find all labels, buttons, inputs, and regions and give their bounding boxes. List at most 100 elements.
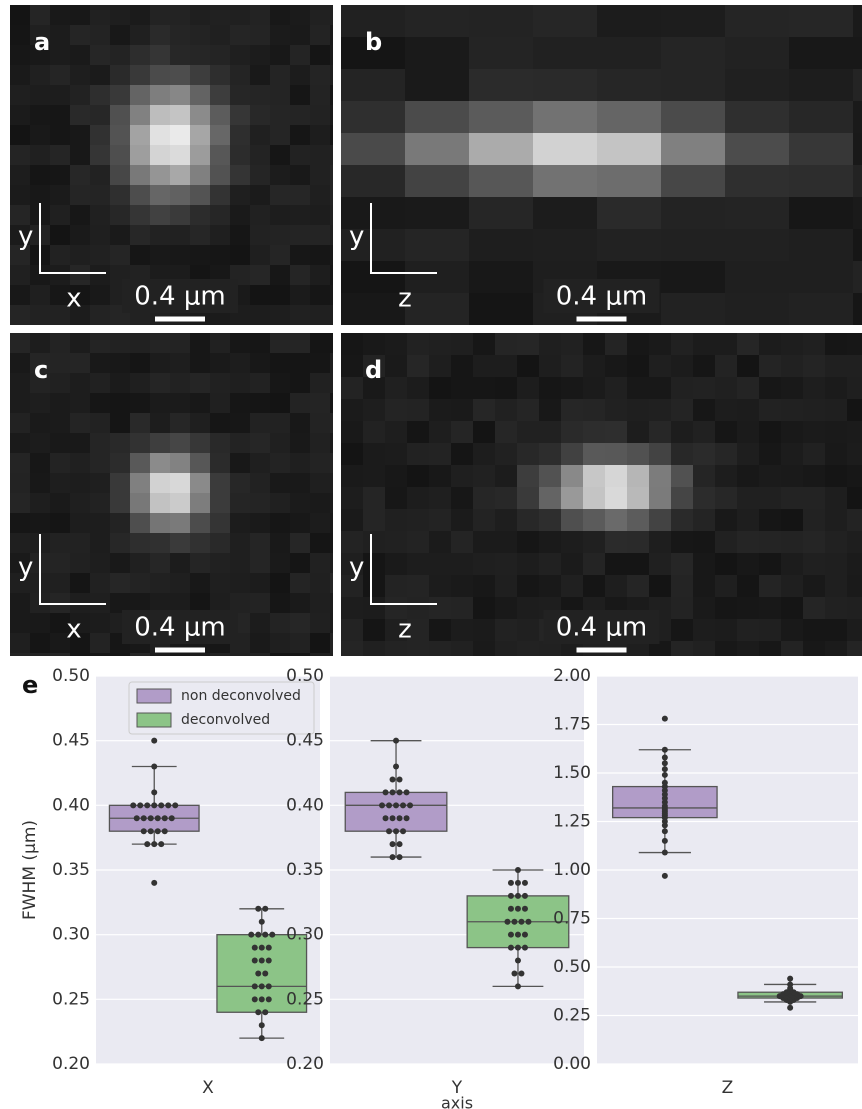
image-pixel xyxy=(70,65,90,85)
image-pixel xyxy=(853,165,862,197)
y-tick-label: 0.35 xyxy=(286,860,324,880)
image-pixel xyxy=(495,399,517,421)
image-pixel xyxy=(737,509,759,531)
image-pixel xyxy=(90,265,110,285)
image-pixel xyxy=(473,421,495,443)
image-pixel xyxy=(330,573,333,593)
image-pixel xyxy=(429,597,451,619)
y-tick-label: 0.20 xyxy=(52,1054,90,1074)
image-pixel xyxy=(737,421,759,443)
image-pixel xyxy=(671,465,693,487)
image-pixel xyxy=(517,443,539,465)
image-pixel xyxy=(110,473,130,493)
image-pixel xyxy=(473,531,495,553)
image-pixel xyxy=(789,293,853,325)
image-pixel xyxy=(10,5,30,25)
image-pixel xyxy=(210,573,230,593)
data-point xyxy=(258,944,265,951)
image-pixel xyxy=(30,333,50,353)
panel-label: a xyxy=(34,28,50,56)
image-pixel xyxy=(270,285,290,305)
image-pixel xyxy=(30,125,50,145)
image-pixel xyxy=(170,653,190,656)
image-pixel xyxy=(405,165,469,197)
image-pixel xyxy=(70,493,90,513)
image-pixel xyxy=(250,653,270,656)
image-pixel xyxy=(290,333,310,353)
image-pixel xyxy=(210,653,230,656)
image-pixel xyxy=(90,653,110,656)
image-pixel xyxy=(70,305,90,325)
axis-indicator xyxy=(370,534,437,605)
image-pixel xyxy=(429,355,451,377)
image-pixel xyxy=(627,333,649,355)
data-point xyxy=(258,1035,265,1042)
image-pixel xyxy=(671,531,693,553)
data-point xyxy=(386,828,393,835)
image-pixel xyxy=(210,413,230,433)
image-pixel xyxy=(363,531,385,553)
image-pixel xyxy=(330,305,333,325)
data-point xyxy=(396,815,403,822)
image-pixel xyxy=(190,413,210,433)
image-pixel xyxy=(170,493,190,513)
image-pixel xyxy=(737,443,759,465)
data-point xyxy=(255,1009,262,1016)
image-pixel xyxy=(737,399,759,421)
image-pixel xyxy=(407,355,429,377)
image-pixel xyxy=(190,593,210,613)
image-pixel xyxy=(781,465,803,487)
data-point xyxy=(251,983,258,990)
image-pixel xyxy=(539,355,561,377)
image-pixel xyxy=(789,5,853,37)
image-pixel xyxy=(70,205,90,225)
image-pixel xyxy=(270,653,290,656)
box xyxy=(344,791,448,832)
image-pixel xyxy=(110,225,130,245)
image-pixel xyxy=(781,399,803,421)
data-point xyxy=(151,841,158,848)
image-pixel xyxy=(30,413,50,433)
image-pixel xyxy=(627,487,649,509)
image-pixel xyxy=(150,593,170,613)
image-pixel xyxy=(290,553,310,573)
image-pixel xyxy=(310,165,330,185)
data-point xyxy=(407,802,414,809)
image-pixel xyxy=(781,509,803,531)
image-pixel xyxy=(407,487,429,509)
axis-indicator xyxy=(39,203,106,274)
image-pixel xyxy=(847,487,862,509)
image-pixel xyxy=(230,473,250,493)
image-pixel xyxy=(110,413,130,433)
image-pixel xyxy=(789,101,853,133)
image-pixel xyxy=(330,285,333,305)
image-pixel xyxy=(649,421,671,443)
image-pixel xyxy=(250,393,270,413)
image-pixel xyxy=(693,531,715,553)
image-pixel xyxy=(130,533,150,553)
image-pixel xyxy=(759,333,781,355)
image-pixel xyxy=(825,597,847,619)
image-pixel xyxy=(363,333,385,355)
image-pixel xyxy=(759,509,781,531)
image-pixel xyxy=(290,125,310,145)
data-point xyxy=(400,802,407,809)
image-pixel xyxy=(10,65,30,85)
image-panel: c y x 0.4 μm xyxy=(10,333,333,656)
image-pixel xyxy=(110,653,130,656)
data-point xyxy=(514,867,521,873)
image-pixel xyxy=(517,355,539,377)
image-pixel xyxy=(561,531,583,553)
y-tick-label: 0.35 xyxy=(52,860,90,880)
image-pixel xyxy=(70,553,90,573)
image-pixel xyxy=(330,413,333,433)
image-pixel xyxy=(270,165,290,185)
image-pixel xyxy=(853,133,862,165)
data-point xyxy=(514,905,521,912)
image-pixel xyxy=(649,399,671,421)
image-pixel xyxy=(583,333,605,355)
image-pixel xyxy=(671,355,693,377)
image-pixel xyxy=(290,633,310,653)
image-pixel xyxy=(250,105,270,125)
image-pixel xyxy=(10,633,30,653)
